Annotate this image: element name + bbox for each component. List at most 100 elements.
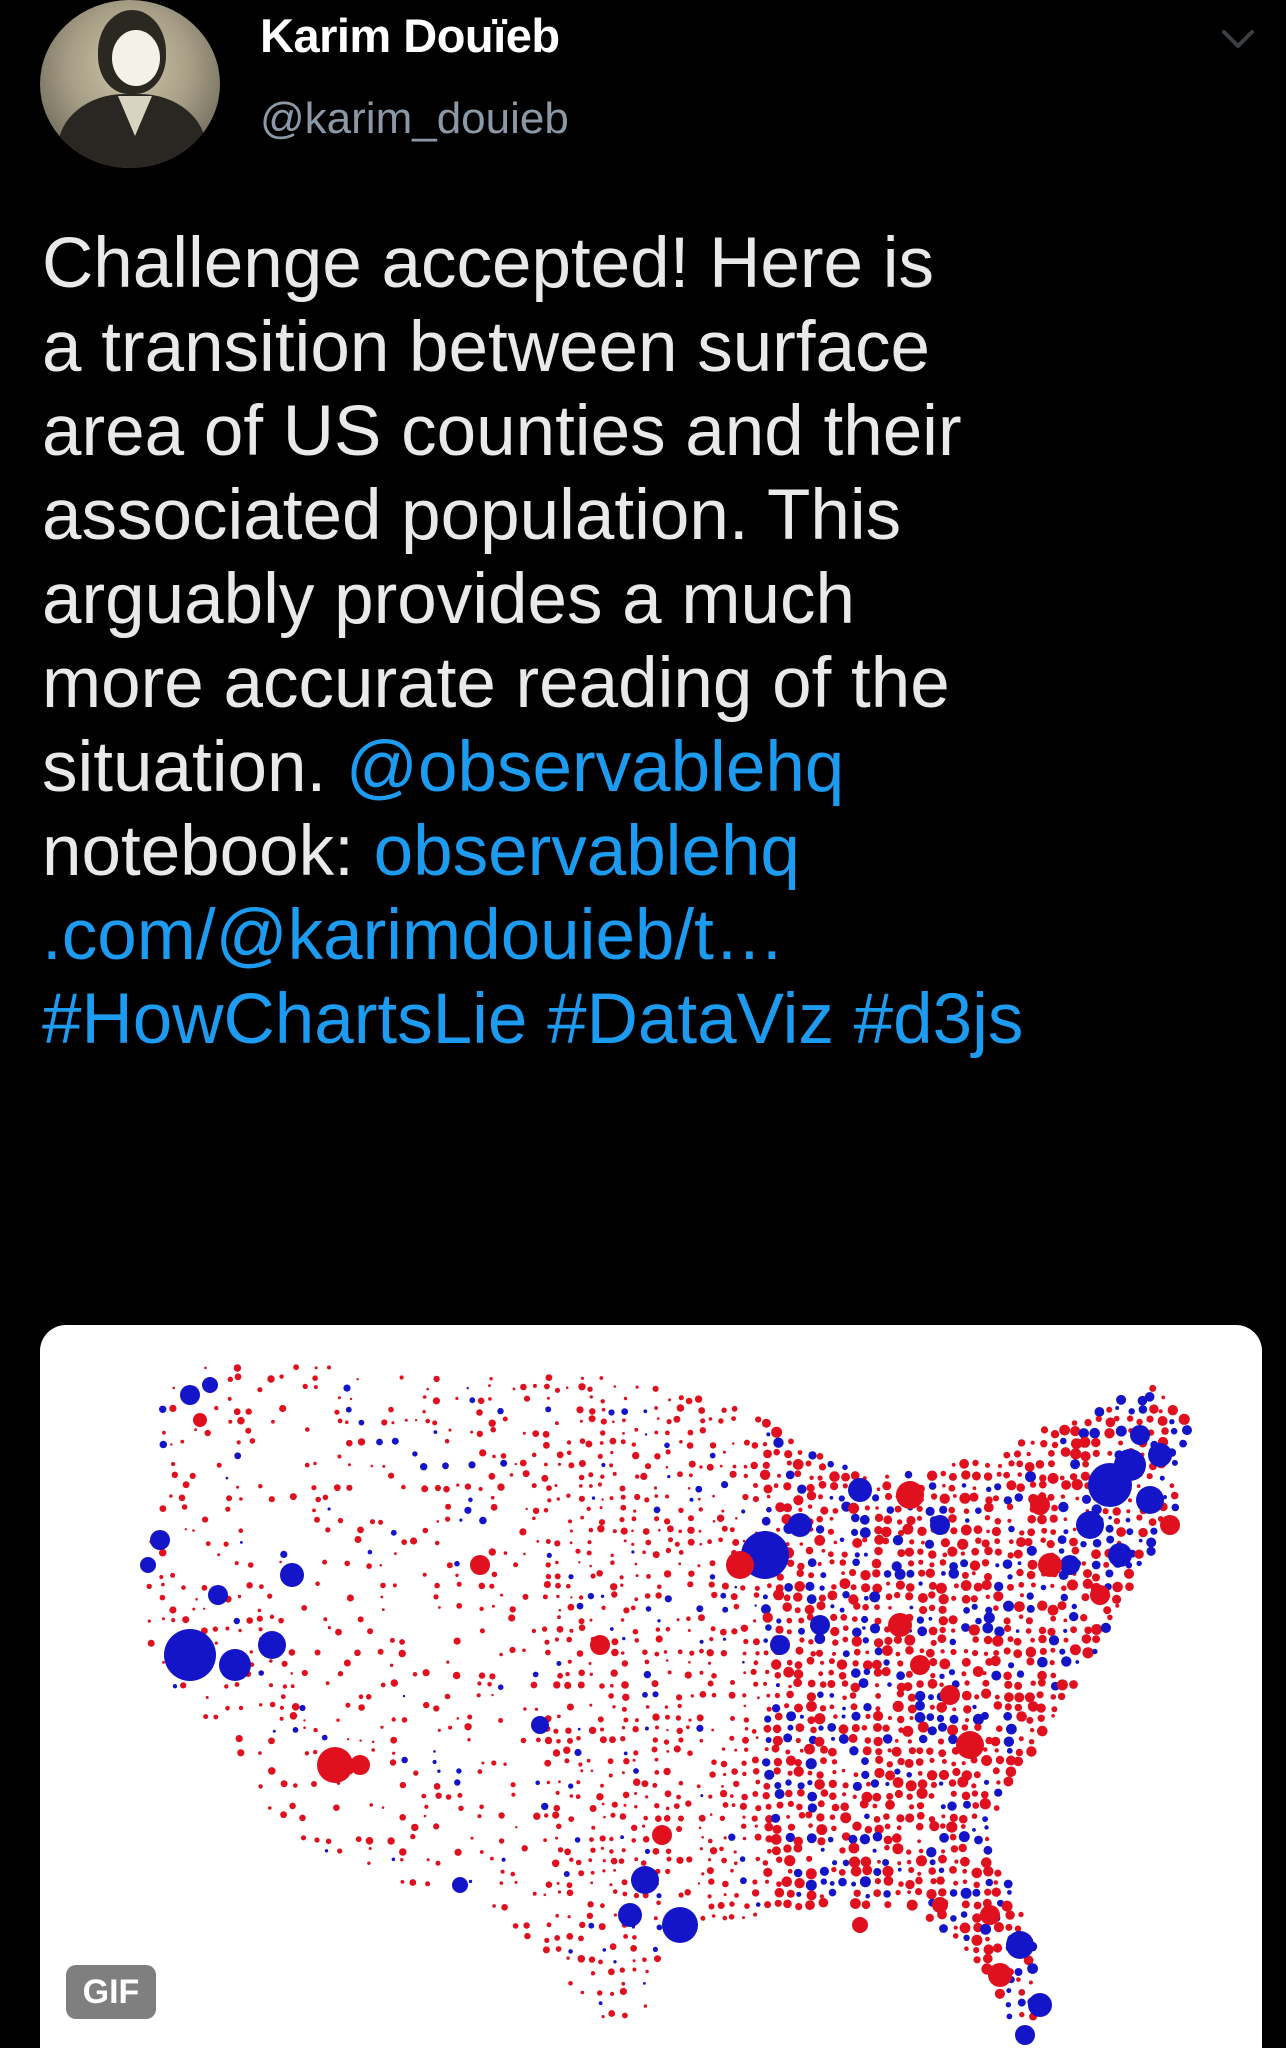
county-bubble — [1138, 1527, 1148, 1538]
county-bubble — [785, 1779, 792, 1786]
county-bubble — [545, 1539, 551, 1544]
county-bubble — [555, 1421, 559, 1426]
county-bubble — [645, 1705, 650, 1709]
county-bubble — [793, 1868, 803, 1878]
county-bubble — [993, 1922, 1005, 1933]
county-bubble — [557, 1714, 561, 1719]
county-bubble — [1036, 1691, 1044, 1699]
chevron-down-icon[interactable] — [1218, 20, 1258, 60]
county-bubble — [1118, 1440, 1124, 1446]
county-bubble — [1146, 1473, 1153, 1480]
county-bubble — [288, 1649, 296, 1656]
county-bubble — [888, 1606, 892, 1610]
county-bubble — [278, 1617, 284, 1624]
county-bubble — [652, 1782, 658, 1788]
county-bubble — [544, 1462, 548, 1467]
county-bubble — [620, 1439, 626, 1445]
county-bubble — [623, 1396, 628, 1401]
county-bubble — [1063, 1628, 1068, 1633]
county-bubble — [841, 1680, 849, 1687]
county-bubble — [227, 1376, 233, 1382]
county-bubble — [864, 1737, 872, 1744]
county-bubble — [1026, 1604, 1035, 1613]
county-bubble — [216, 1462, 222, 1468]
county-bubble — [831, 1866, 837, 1873]
county-bubble — [634, 1427, 639, 1432]
county-bubble — [387, 1837, 395, 1845]
county-bubble — [1008, 1662, 1015, 1669]
county-bubble — [587, 1386, 593, 1392]
county-bubble — [456, 1717, 460, 1720]
tweet-link[interactable]: #HowChartsLie #DataViz #d3js — [42, 980, 1024, 1059]
county-bubble — [1091, 1560, 1101, 1570]
county-bubble — [906, 1859, 912, 1865]
county-bubble — [169, 1494, 173, 1498]
county-bubble — [862, 1865, 873, 1876]
county-bubble — [863, 1703, 872, 1712]
county-bubble — [820, 1660, 825, 1665]
county-bubble — [820, 1757, 827, 1765]
county-bubble — [532, 1516, 536, 1521]
user-avatar[interactable] — [40, 0, 220, 168]
county-bubble — [925, 1568, 935, 1578]
county-bubble — [874, 1683, 880, 1688]
gif-media[interactable]: GIF — [40, 1325, 1262, 2048]
tweet-link[interactable]: observablehq — [373, 812, 800, 891]
county-bubble — [897, 1867, 902, 1872]
county-bubble — [1091, 1624, 1103, 1635]
county-bubble — [930, 1878, 937, 1885]
county-bubble — [597, 1525, 605, 1533]
user-handle[interactable]: @karim_douieb — [260, 94, 569, 143]
county-bubble — [389, 1637, 395, 1643]
county-bubble — [652, 1385, 659, 1392]
tweet-text-segment: arguably provides a much — [42, 560, 855, 639]
county-bubble — [609, 1883, 613, 1887]
county-bubble — [432, 1397, 440, 1405]
county-bubble — [818, 1897, 829, 1908]
tweet-link[interactable]: @observablehq — [345, 728, 845, 807]
county-bubble — [1092, 1449, 1100, 1457]
metro-county-bubble — [470, 1555, 490, 1575]
county-bubble — [882, 1724, 890, 1732]
county-bubble — [654, 1406, 658, 1410]
county-bubble — [915, 1822, 924, 1831]
county-bubble — [963, 1649, 969, 1654]
county-bubble — [917, 1771, 923, 1776]
county-bubble — [632, 1778, 641, 1786]
county-bubble — [489, 1377, 493, 1381]
county-bubble — [697, 1882, 701, 1885]
county-bubble — [874, 1534, 885, 1545]
county-bubble — [280, 1780, 288, 1788]
county-bubble — [631, 1442, 636, 1447]
county-bubble — [1105, 1524, 1114, 1533]
county-bubble — [237, 1416, 245, 1425]
county-bubble — [531, 1452, 537, 1458]
county-bubble — [798, 1627, 805, 1635]
county-bubble — [392, 1751, 396, 1755]
county-bubble — [840, 1614, 848, 1621]
county-bubble — [770, 1834, 782, 1845]
county-bubble — [1007, 1552, 1014, 1559]
county-bubble — [599, 1441, 604, 1445]
county-bubble — [169, 1606, 177, 1614]
county-bubble — [960, 1856, 970, 1867]
county-bubble — [969, 1492, 979, 1502]
county-bubble — [930, 1781, 938, 1788]
county-bubble — [349, 1397, 353, 1401]
county-bubble — [652, 1737, 658, 1743]
county-bubble — [765, 1835, 773, 1843]
display-name[interactable]: Karim Douïeb — [260, 9, 560, 62]
county-bubble — [948, 1615, 958, 1625]
county-bubble — [699, 1738, 704, 1743]
tweet-link[interactable]: .com/@karimdouieb/t… — [42, 896, 785, 975]
county-bubble — [146, 1583, 152, 1590]
county-bubble — [610, 1583, 618, 1591]
county-bubble — [598, 1519, 606, 1526]
county-bubble — [872, 1831, 883, 1842]
county-bubble — [906, 1569, 915, 1578]
county-bubble — [574, 1837, 581, 1843]
county-bubble — [541, 1626, 548, 1632]
county-bubble — [1134, 1549, 1144, 1559]
county-bubble — [634, 1718, 639, 1723]
county-bubble — [568, 1816, 575, 1822]
